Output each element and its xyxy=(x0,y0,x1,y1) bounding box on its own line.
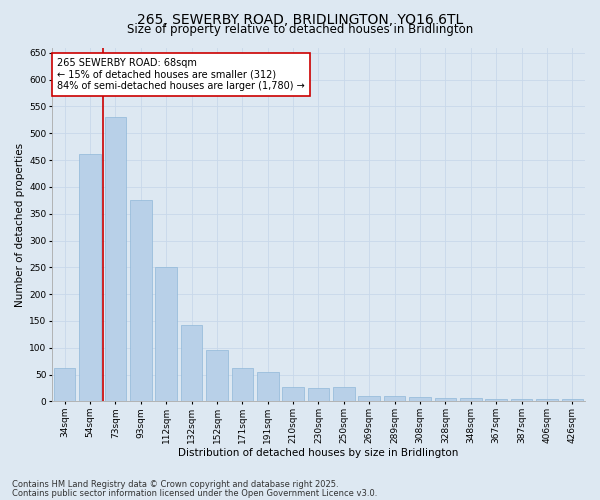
Bar xyxy=(104,117,126,402)
Bar xyxy=(562,400,583,402)
Bar xyxy=(536,398,558,402)
Bar xyxy=(511,398,532,402)
Bar xyxy=(257,372,278,402)
Bar xyxy=(283,387,304,402)
Bar xyxy=(79,154,101,402)
Bar xyxy=(485,398,507,402)
Bar xyxy=(333,387,355,402)
X-axis label: Distribution of detached houses by size in Bridlington: Distribution of detached houses by size … xyxy=(178,448,458,458)
Y-axis label: Number of detached properties: Number of detached properties xyxy=(15,142,25,306)
Bar xyxy=(130,200,152,402)
Bar xyxy=(358,396,380,402)
Bar xyxy=(384,396,406,402)
Bar xyxy=(155,268,177,402)
Text: 265 SEWERBY ROAD: 68sqm
← 15% of detached houses are smaller (312)
84% of semi-d: 265 SEWERBY ROAD: 68sqm ← 15% of detache… xyxy=(58,58,305,92)
Text: Size of property relative to detached houses in Bridlington: Size of property relative to detached ho… xyxy=(127,22,473,36)
Text: Contains public sector information licensed under the Open Government Licence v3: Contains public sector information licen… xyxy=(12,488,377,498)
Bar xyxy=(54,368,76,402)
Text: 265, SEWERBY ROAD, BRIDLINGTON, YO16 6TL: 265, SEWERBY ROAD, BRIDLINGTON, YO16 6TL xyxy=(137,12,463,26)
Bar xyxy=(434,398,456,402)
Bar xyxy=(460,398,482,402)
Text: Contains HM Land Registry data © Crown copyright and database right 2025.: Contains HM Land Registry data © Crown c… xyxy=(12,480,338,489)
Bar xyxy=(206,350,228,402)
Bar xyxy=(232,368,253,402)
Bar xyxy=(308,388,329,402)
Bar xyxy=(181,326,202,402)
Bar xyxy=(409,397,431,402)
